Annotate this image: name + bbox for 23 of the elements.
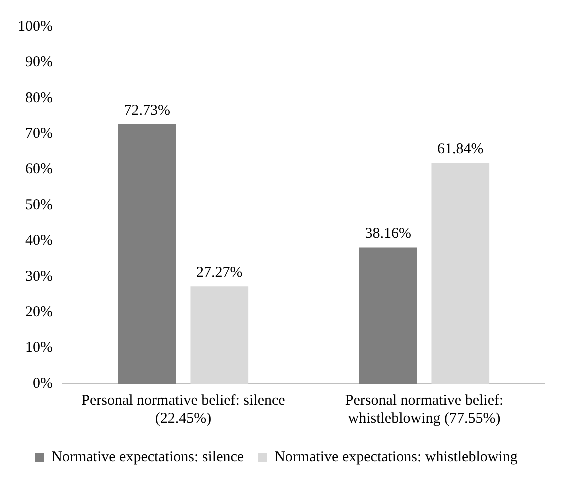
bar (118, 124, 176, 384)
y-tick-label: 40% (25, 233, 53, 250)
y-tick-label: 50% (25, 197, 53, 214)
bar (190, 286, 249, 384)
y-tick-label: 0% (32, 376, 53, 392)
data-label: 38.16% (365, 226, 412, 242)
bar (432, 163, 490, 384)
y-tick-label: 100% (18, 18, 53, 35)
y-tick-label: 70% (25, 126, 53, 142)
y-tick-label: 10% (25, 340, 53, 356)
y-tick-label: 80% (25, 90, 53, 106)
legend-label: Normative expectations: whistleblowing (274, 449, 518, 466)
y-tick-label: 30% (25, 268, 53, 285)
bar (359, 248, 418, 384)
data-label: 61.84% (438, 142, 484, 158)
legend-label: Normative expectations: silence (52, 449, 244, 466)
y-tick-label: 20% (25, 304, 53, 321)
data-label: 27.27% (196, 265, 243, 282)
x-tick-label: Personal normative belief: silence (22.45%) (82, 392, 286, 427)
y-tick-label: 90% (25, 54, 53, 71)
x-tick-label: Personal normative belief: whistleblowing (77.55%) (345, 392, 504, 427)
data-label: 72.73% (124, 102, 170, 119)
y-tick-label: 60% (25, 162, 53, 178)
